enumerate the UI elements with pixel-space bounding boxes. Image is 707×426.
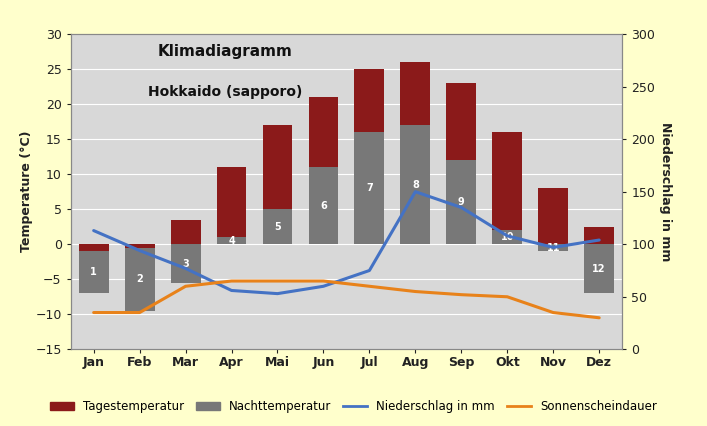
Bar (216, 237, 247, 244)
Bar (354, 69, 385, 132)
Bar (216, 167, 247, 237)
Text: 2: 2 (136, 274, 143, 284)
Text: 7: 7 (366, 183, 373, 193)
Bar (124, 244, 155, 248)
Bar (492, 230, 522, 244)
Bar (538, 188, 568, 244)
Bar (170, 244, 201, 283)
Bar (262, 209, 293, 244)
Text: Hokkaido (sapporo): Hokkaido (sapporo) (148, 84, 303, 98)
Bar (78, 251, 109, 293)
Text: 1: 1 (90, 267, 97, 277)
Bar (170, 220, 201, 244)
Bar (124, 248, 155, 311)
Text: 9: 9 (458, 197, 464, 207)
Bar (446, 160, 477, 244)
Y-axis label: Temperature (°C): Temperature (°C) (20, 131, 33, 253)
Bar (400, 125, 431, 244)
Bar (584, 227, 614, 244)
Legend: Tagestemperatur, Nachttemperatur, Niederschlag in mm, Sonnenscheindauer: Tagestemperatur, Nachttemperatur, Nieder… (45, 395, 662, 418)
Text: 8: 8 (412, 180, 419, 190)
Text: 11: 11 (547, 243, 560, 253)
Bar (538, 244, 568, 251)
Text: 5: 5 (274, 222, 281, 232)
Text: 3: 3 (182, 259, 189, 268)
Bar (308, 97, 339, 167)
Text: 6: 6 (320, 201, 327, 211)
Bar (400, 62, 431, 125)
Bar (492, 132, 522, 230)
Text: 4: 4 (228, 236, 235, 246)
Bar (262, 125, 293, 209)
Bar (446, 83, 477, 160)
Bar (584, 244, 614, 293)
Text: Klimadiagramm: Klimadiagramm (158, 43, 293, 58)
Bar (354, 132, 385, 244)
Y-axis label: Niederschlag in mm: Niederschlag in mm (659, 122, 672, 262)
Bar (78, 244, 109, 251)
Bar (308, 167, 339, 244)
Text: 12: 12 (592, 264, 606, 274)
Text: 10: 10 (501, 232, 514, 242)
